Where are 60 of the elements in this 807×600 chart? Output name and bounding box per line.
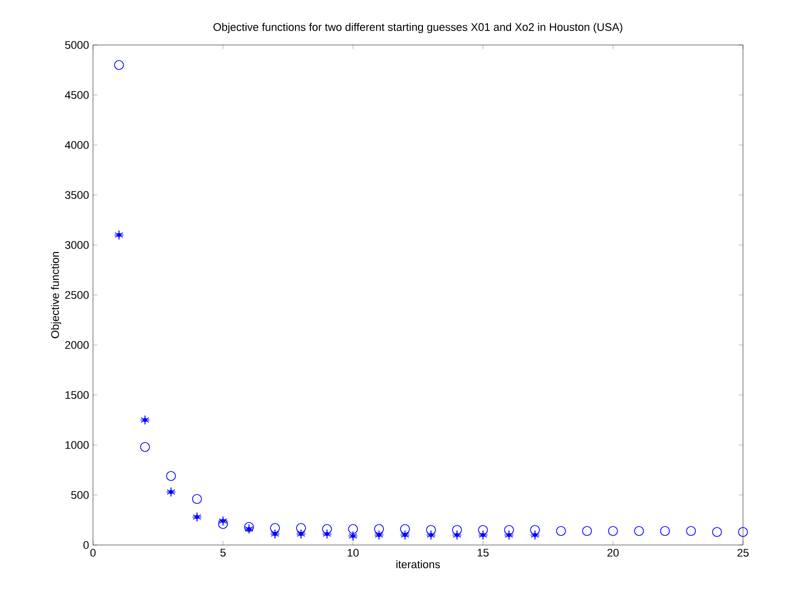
- point: [348, 531, 358, 541]
- point: [400, 530, 410, 540]
- y-tick-label: 1000: [66, 441, 89, 449]
- point: [114, 230, 124, 240]
- point: [296, 523, 306, 533]
- point: [218, 519, 228, 529]
- x-tick-label: 20: [607, 548, 619, 557]
- point: [556, 526, 566, 536]
- point: [400, 524, 410, 534]
- point: [270, 529, 280, 539]
- point: [504, 530, 514, 540]
- point: [426, 525, 436, 535]
- y-tick-label: 3500: [65, 191, 89, 199]
- point: [530, 525, 540, 535]
- point: [166, 487, 176, 497]
- point: [478, 530, 488, 540]
- point: [270, 523, 280, 533]
- y-tick-label: 500: [71, 491, 89, 499]
- y-tick-label: 2000: [65, 341, 89, 349]
- point: [738, 527, 748, 537]
- point: [660, 526, 670, 536]
- point: [530, 530, 540, 540]
- x-tick-label: 25: [737, 548, 749, 557]
- point: [322, 529, 332, 539]
- point: [192, 494, 202, 504]
- point: [114, 60, 124, 70]
- x-tick-label: 5: [220, 548, 226, 557]
- point: [348, 524, 358, 534]
- point: [426, 530, 436, 540]
- x-tick-label: 15: [478, 548, 489, 557]
- point: [452, 525, 462, 535]
- point: [582, 526, 592, 536]
- point: [712, 527, 722, 537]
- y-tick-label: 3000: [65, 241, 89, 249]
- point: [166, 471, 176, 481]
- y-tick-label: 4500: [64, 91, 89, 99]
- point: [686, 526, 696, 536]
- y-tick-label: 4000: [64, 141, 89, 149]
- chart-title: Objective functions for two different starting guesses X01 and Xo2 in Houston (USA): [213, 22, 622, 34]
- point: [374, 524, 384, 534]
- point: [608, 526, 618, 536]
- point: [374, 530, 384, 540]
- point: [634, 526, 644, 536]
- point: [140, 415, 150, 425]
- point: [140, 442, 150, 452]
- x-axis-title: iterations: [396, 560, 440, 568]
- point: [452, 530, 462, 540]
- x-tick-label: 0: [90, 548, 96, 557]
- point: [218, 516, 228, 526]
- point: [504, 525, 514, 535]
- y-tick-label: 5000: [65, 41, 89, 49]
- y-tick-label: 0: [83, 541, 89, 549]
- point: [296, 529, 306, 539]
- point: [478, 525, 488, 535]
- y-tick-label: 1500: [66, 391, 89, 399]
- y-tick-label: 2500: [65, 291, 89, 299]
- point: [192, 512, 202, 522]
- point: [322, 524, 332, 534]
- y-axis-title: Objective function: [50, 252, 62, 338]
- x-tick-label: 10: [348, 548, 359, 557]
